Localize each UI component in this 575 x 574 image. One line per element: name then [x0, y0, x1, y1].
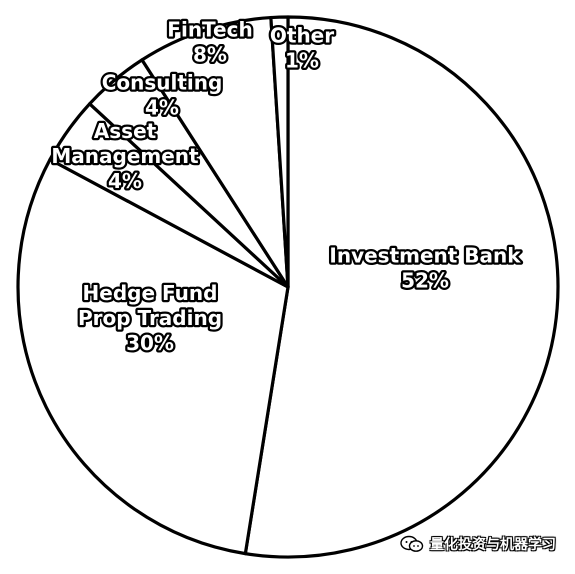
slice-name-label: Asset [94, 119, 157, 143]
pie-slices [16, 15, 560, 559]
slice-name-label: Prop Trading [78, 306, 222, 330]
slice-value-label: 30% [126, 331, 174, 355]
slice-label-1: Hedge Fund Prop Trading 30% [78, 281, 222, 355]
slice-label-0: Investment Bank 52% [329, 244, 521, 293]
slice-label-2: Asset Management 4% [51, 119, 199, 193]
slice-value-label: 4% [108, 169, 142, 193]
wechat-icon [400, 535, 424, 552]
slice-label-3: Consulting 4% [102, 71, 223, 120]
pie-slice-4 [140, 15, 290, 289]
slice-value-label: 8% [193, 43, 227, 67]
watermark-text: 量化投资与机器学习 [430, 537, 556, 553]
slice-name-label: Hedge Fund [83, 281, 218, 305]
slice-label-4: FinTech 8% [167, 18, 252, 67]
slice-name-label: Investment Bank [329, 244, 521, 268]
slice-name-label: FinTech [167, 18, 252, 42]
slice-name-label: Management [51, 144, 199, 168]
slice-labels: Investment Bank 52% Hedge Fund Prop Trading… [49, 15, 523, 357]
pie-slice-0 [243, 15, 560, 559]
slice-value-label: 52% [401, 269, 449, 293]
slice-value-label: 1% [285, 49, 319, 73]
watermark: 量化投资与机器学习 [400, 534, 556, 554]
slice-name-label: Other [270, 24, 334, 48]
slice-name-label: Consulting [102, 71, 223, 95]
pie-slice-1 [16, 157, 290, 556]
slice-value-label: 4% [145, 96, 179, 120]
slice-label-5: Other 1% [270, 24, 334, 73]
pie-slice-5 [269, 15, 290, 289]
